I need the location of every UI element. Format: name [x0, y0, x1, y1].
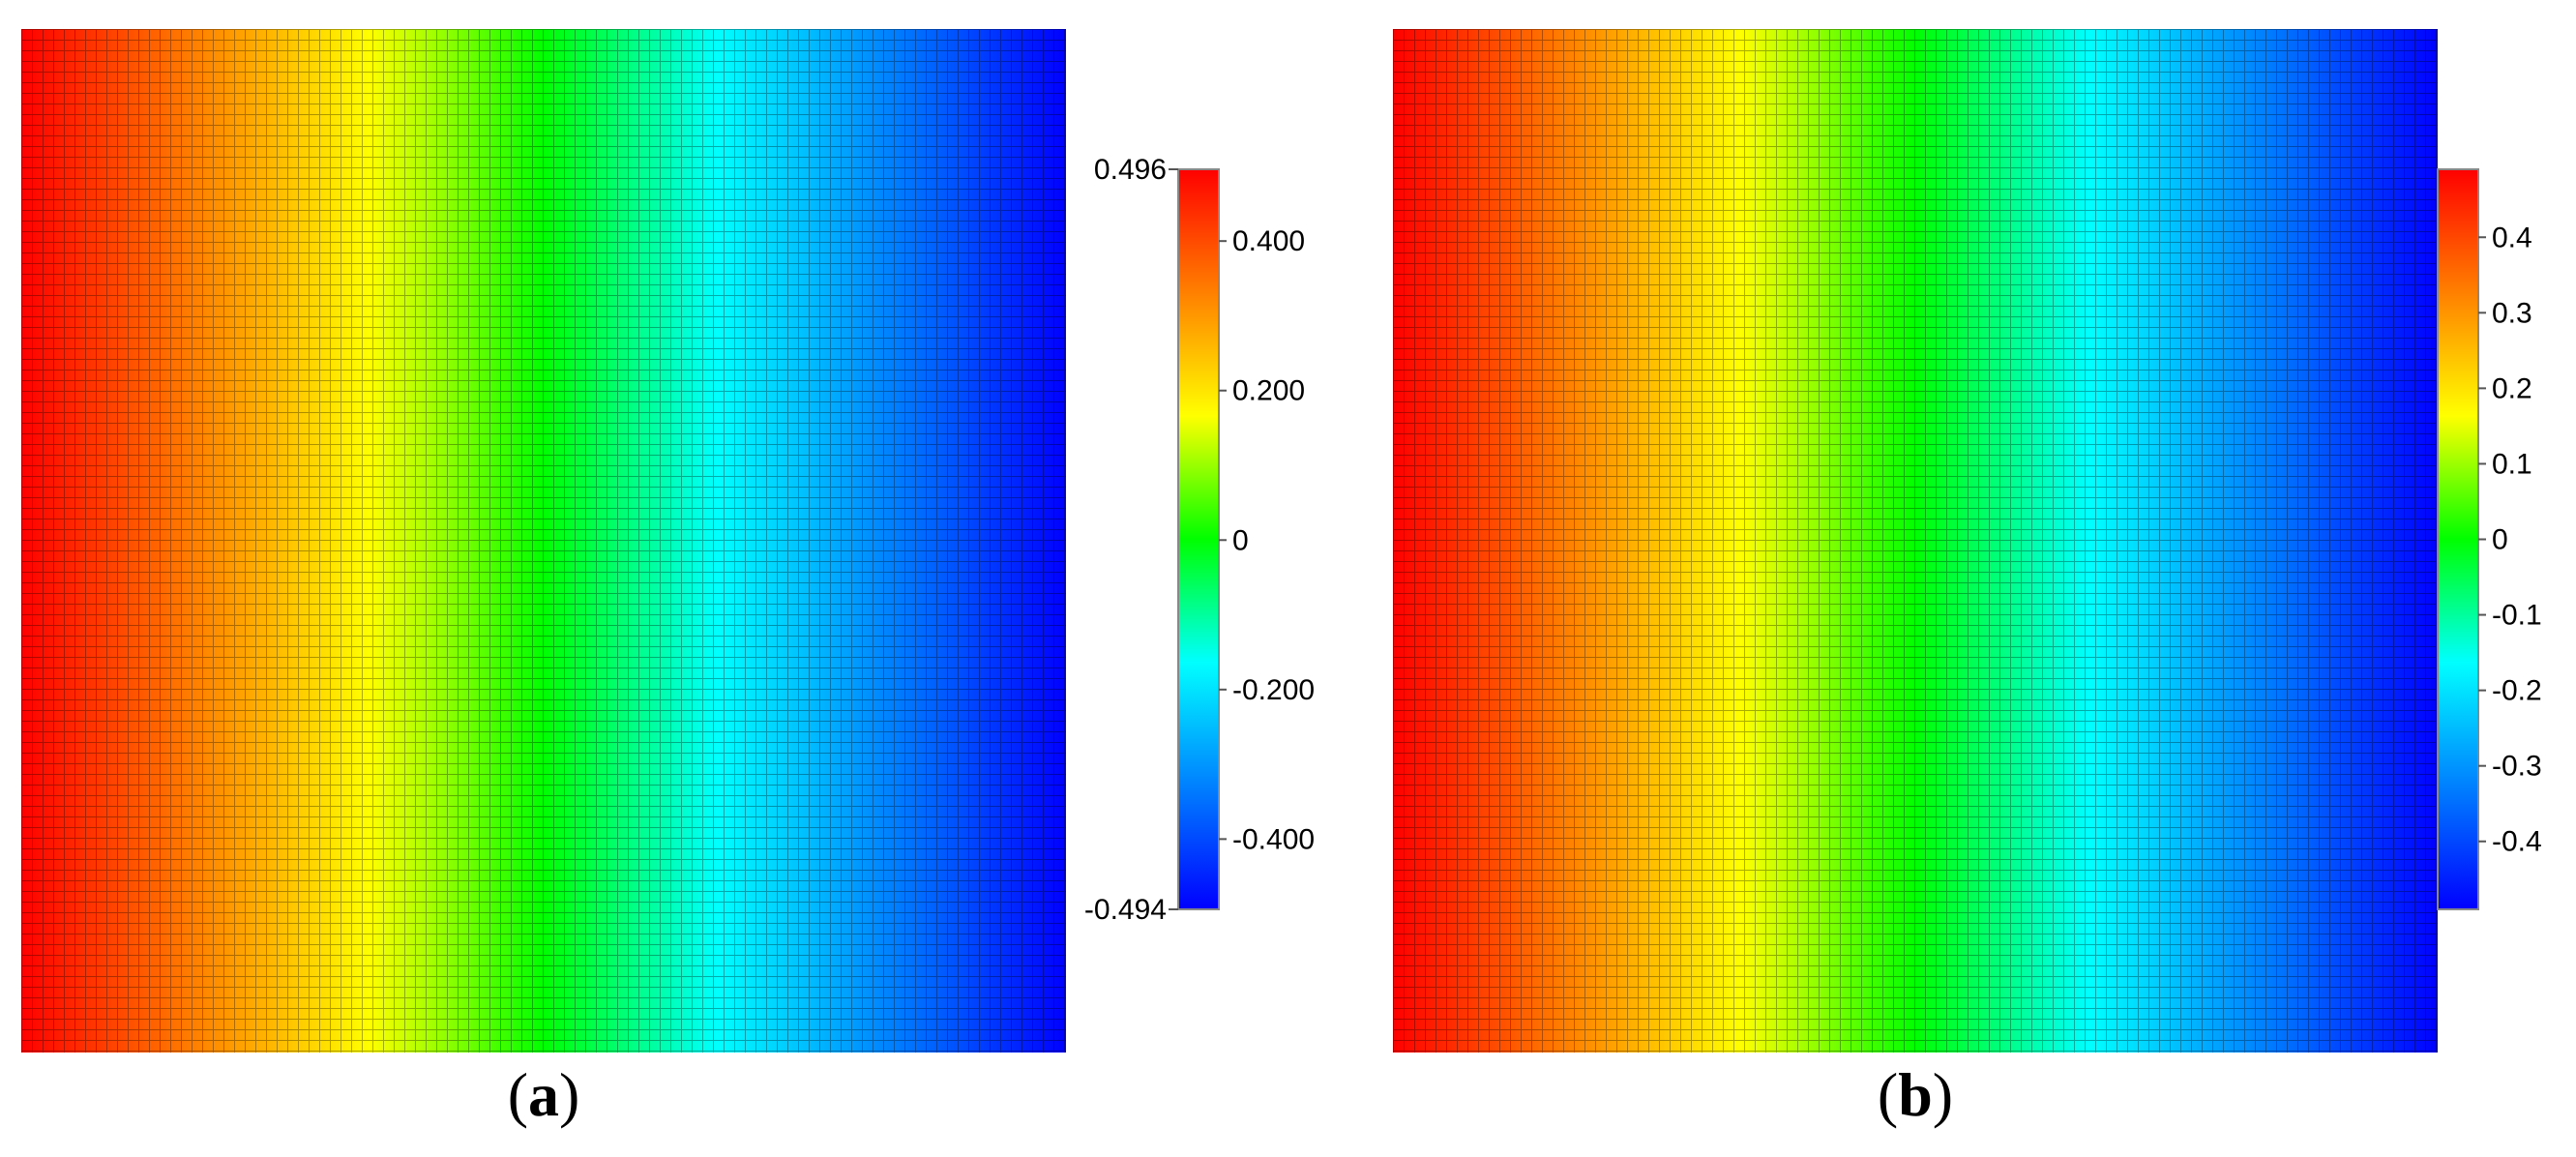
colorbar-tick-label-0-0: 0.400 — [1232, 225, 1305, 257]
colorbar-tick-label-1-1: 0.3 — [2492, 297, 2532, 329]
colorbar-tick-label-1-4: 0 — [2492, 524, 2508, 556]
colorbar-tick-label-1-8: -0.4 — [2492, 826, 2542, 858]
colorbar-tick-label-1-7: -0.3 — [2492, 751, 2542, 783]
colorbar-scale-0 — [1177, 168, 1220, 910]
colorbar-tick-label-1-5: -0.1 — [2492, 600, 2542, 632]
mesh-grid-1 — [1393, 29, 2438, 1053]
colorbar-tick-label-1-0: 0.4 — [2492, 222, 2532, 253]
mesh-grid-0 — [21, 29, 1066, 1053]
contour-plot-b — [1393, 29, 2438, 1053]
panel-label-a: (a) — [507, 1060, 580, 1129]
colorbar-tick-label-1-2: 0.2 — [2492, 372, 2532, 404]
colorbar-tick-label-0-3: -0.200 — [1232, 674, 1315, 706]
colorbar-a: 0.400 0.200 0 -0.200 -0.400 0.496 -0.494 — [1084, 154, 1315, 926]
colorbar-tick-label-1-6: -0.2 — [2492, 675, 2542, 707]
panel-b: 0.4 0.3 0.2 0.1 0 -0.1 -0.2 -0.3 -0.4 (b) — [1345, 0, 2576, 1157]
contour-field-0 — [21, 29, 1066, 1053]
contour-plot-a — [21, 29, 1066, 1053]
colorbar-b: 0.4 0.3 0.2 0.1 0 -0.1 -0.2 -0.3 -0.4 — [2437, 168, 2542, 910]
contour-field-1 — [1393, 29, 2438, 1053]
panel-label-b: (b) — [1877, 1060, 1954, 1129]
colorbar-min-label-0: -0.494 — [1084, 894, 1167, 926]
colorbar-tick-label-0-1: 0.200 — [1232, 375, 1305, 407]
colorbar-tick-label-0-4: -0.400 — [1232, 823, 1315, 855]
colorbar-scale-1 — [2437, 168, 2479, 910]
colorbar-max-label-0: 0.496 — [1094, 154, 1167, 186]
colorbar-tick-label-0-2: 0 — [1232, 524, 1249, 556]
panel-a: 0.400 0.200 0 -0.200 -0.400 0.496 -0.494 (a) — [0, 0, 1315, 1157]
colorbar-tick-label-1-3: 0.1 — [2492, 448, 2532, 480]
